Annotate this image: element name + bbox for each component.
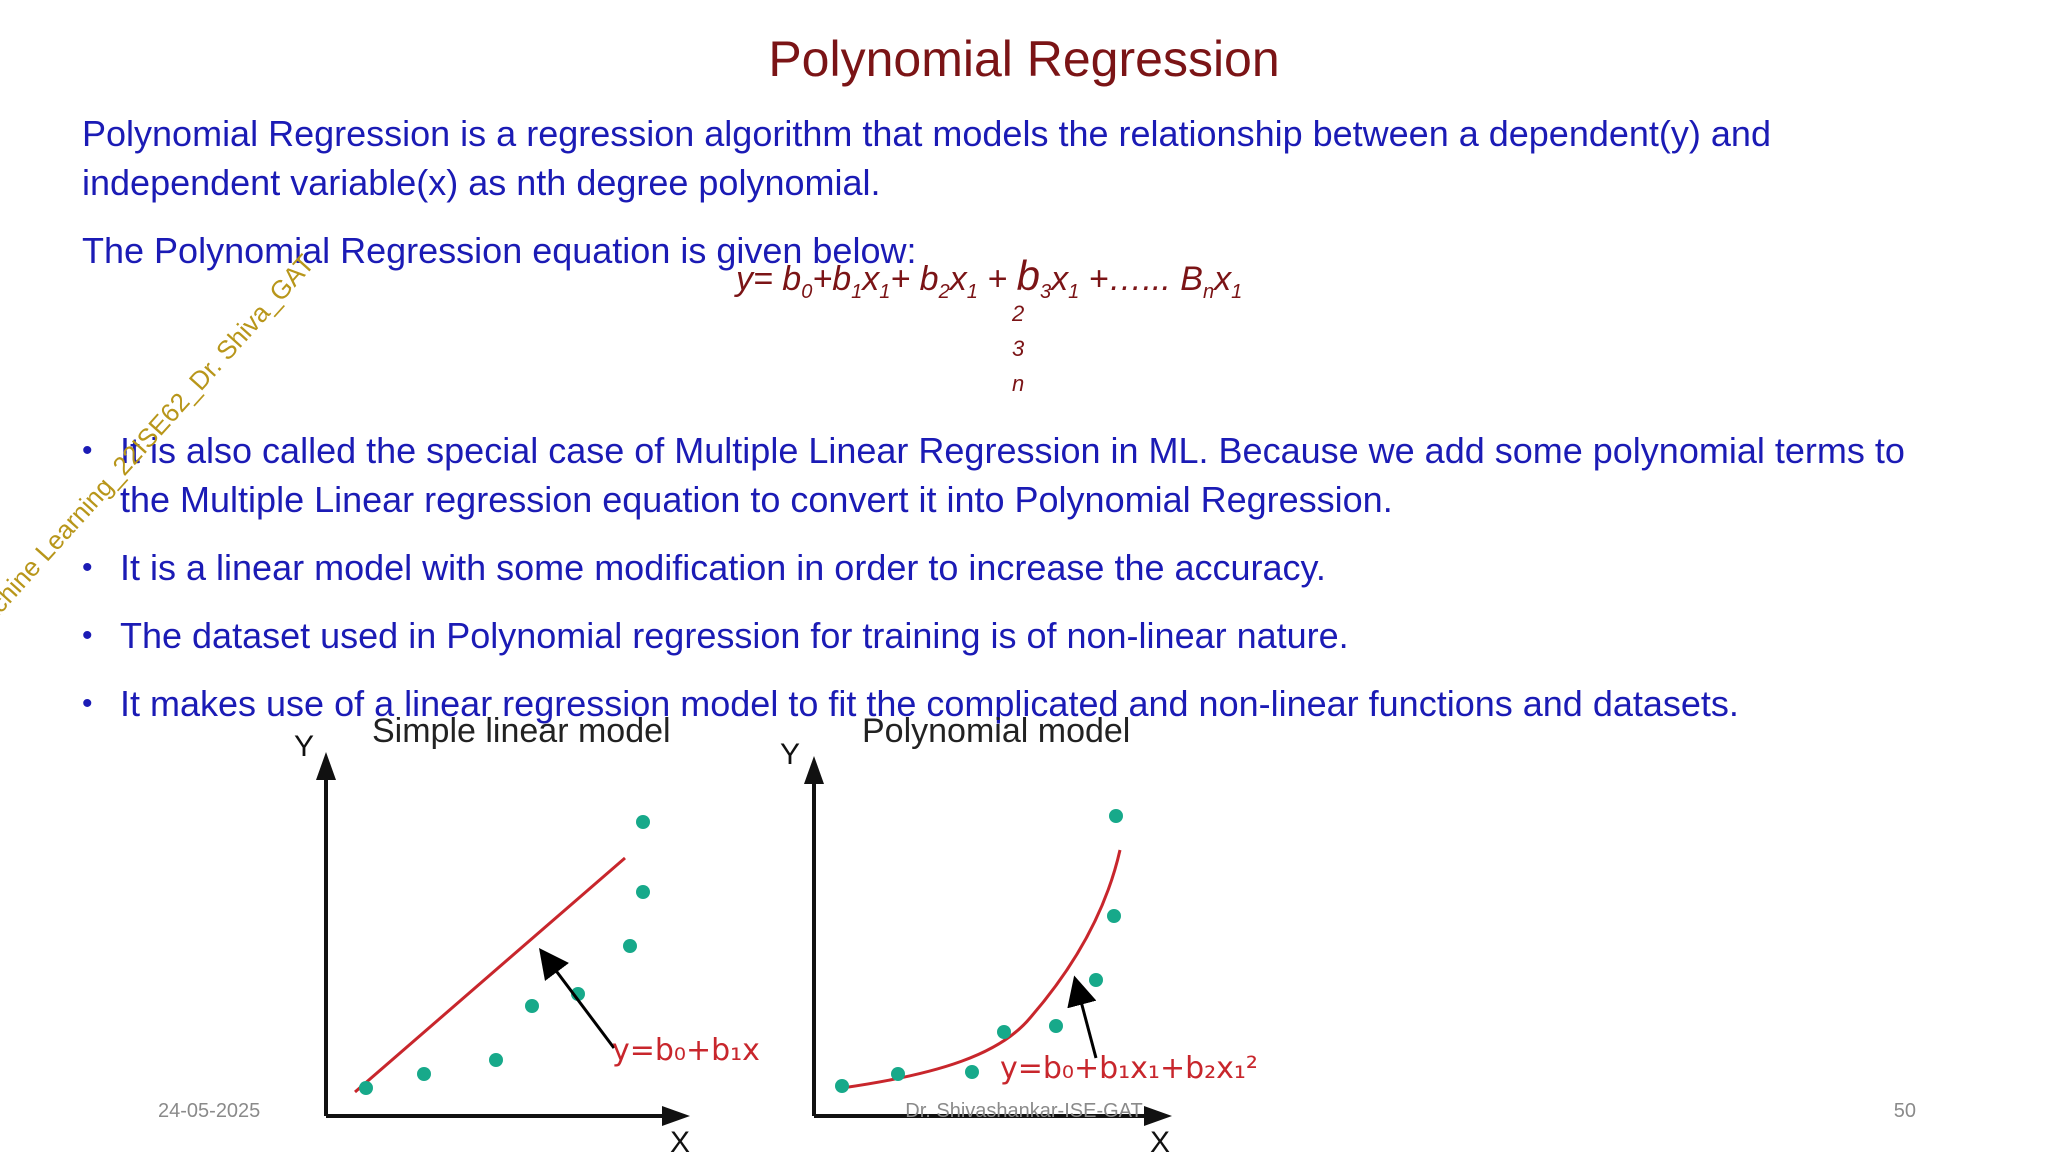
- exponent-n: n: [1012, 371, 1025, 396]
- page-number: 50: [1893, 1100, 1916, 1122]
- bullet-item: • It makes use of a linear regression mod…: [82, 679, 1962, 728]
- data-point: [525, 999, 539, 1013]
- bullet-dot: •: [82, 551, 93, 584]
- footer-author: Dr. Shivashankar-ISE-GAT: [905, 1100, 1143, 1122]
- exponent-3: 3: [1012, 336, 1025, 361]
- equation-exponents: 2 3 n: [1012, 296, 1024, 401]
- data-point: [1049, 1019, 1063, 1033]
- right-x-axis-label: X: [1150, 1126, 1170, 1152]
- bullet-dot: •: [82, 434, 93, 467]
- data-point: [636, 815, 650, 829]
- left-eq-arrow: [539, 948, 616, 1049]
- eq-sub: 1: [1231, 280, 1243, 303]
- data-point: [965, 1065, 979, 1079]
- eq-part: x: [1051, 260, 1069, 298]
- right-y-axis-label: Y: [780, 738, 800, 771]
- data-point: [997, 1025, 1011, 1039]
- bullet-text: It is a linear model with some modificat…: [120, 547, 1326, 588]
- right-axes: [804, 756, 1172, 1126]
- bullet-item: • It is also called the special case of M…: [82, 426, 1962, 524]
- eq-part: + b: [890, 260, 939, 298]
- bullet-item: • The dataset used in Polynomial regressi…: [82, 611, 1962, 660]
- exponent-2: 2: [1012, 301, 1025, 326]
- data-point: [1089, 973, 1103, 987]
- eq-part: +b: [812, 260, 852, 298]
- eq-sub: 1: [966, 280, 978, 303]
- eq-sub: 3: [1039, 280, 1052, 303]
- left-axes: [316, 752, 690, 1126]
- equation-intro: The Polynomial Regression equation is gi…: [82, 230, 917, 271]
- right-eq-arrow: [1067, 975, 1098, 1059]
- left-y-axis-label: Y: [294, 730, 314, 763]
- eq-sub: 1: [1068, 280, 1080, 303]
- data-point: [359, 1081, 373, 1095]
- data-point: [623, 939, 637, 953]
- bullet-list: • It is also called the special case of M…: [82, 426, 1962, 747]
- eq-part: y= b: [736, 260, 802, 298]
- footer-date: 24-05-2025: [158, 1100, 261, 1122]
- eq-part: +…... B: [1079, 260, 1203, 298]
- eq-sub: 2: [938, 280, 950, 303]
- left-points: [359, 815, 650, 1095]
- data-point: [489, 1053, 503, 1067]
- eq-sub: n: [1202, 280, 1215, 303]
- data-point: [835, 1079, 849, 1093]
- eq-part: x: [949, 260, 967, 298]
- bullet-text: It makes use of a linear regression mode…: [120, 683, 1739, 724]
- right-fit-curve: [841, 849, 1122, 1090]
- eq-part: b: [1016, 252, 1040, 299]
- bullet-dot: •: [82, 687, 93, 720]
- data-point: [636, 885, 650, 899]
- data-point: [891, 1067, 905, 1081]
- right-equation-label: y=b₀+b₁x₁+b₂x₁²: [1000, 1051, 1258, 1086]
- regression-figure: Simple linear model Y X y=b₀+b₁x Polynom…: [294, 712, 1258, 1152]
- eq-part: +: [977, 260, 1017, 298]
- eq-part: x: [1214, 260, 1232, 298]
- bullet-dot: •: [82, 619, 93, 652]
- left-x-axis-label: X: [670, 1126, 690, 1152]
- right-panel-title: Polynomial model: [862, 712, 1130, 750]
- eq-sub: 0: [801, 280, 813, 303]
- eq-part: x: [862, 260, 880, 298]
- data-point: [417, 1067, 431, 1081]
- left-panel-title: Simple linear model: [372, 712, 671, 750]
- polynomial-equation: y= b0+b1x1+ b2x1 + b3x1 +…... Bnx1: [736, 252, 1242, 304]
- bullet-text: It is also called the special case of Mu…: [120, 430, 1905, 520]
- eq-sub: 1: [879, 280, 891, 303]
- intro-paragraph: Polynomial Regression is a regression al…: [82, 113, 1771, 203]
- data-point: [1107, 909, 1121, 923]
- data-point: [1109, 809, 1123, 823]
- bullet-text: The dataset used in Polynomial regressio…: [120, 615, 1349, 656]
- slide-title: Polynomial Regression: [768, 31, 1280, 87]
- eq-sub: 1: [851, 280, 863, 303]
- bullet-item: • It is a linear model with some modifica…: [82, 543, 1962, 592]
- left-fit-line: [354, 856, 626, 1094]
- left-equation-label: y=b₀+b₁x: [612, 1033, 760, 1068]
